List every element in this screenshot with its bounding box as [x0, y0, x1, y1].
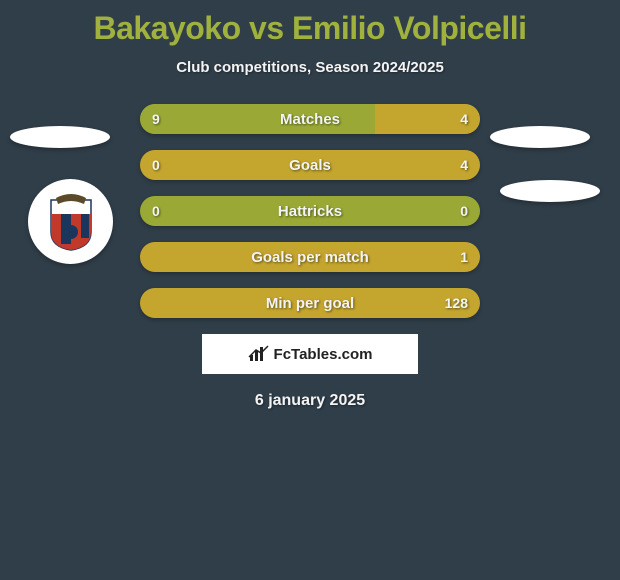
chart-icon [248, 345, 270, 363]
stat-label: Goals [140, 150, 480, 180]
page-title: Bakayoko vs Emilio Volpicelli [0, 0, 620, 47]
stat-label: Matches [140, 104, 480, 134]
crest-svg [46, 192, 96, 252]
stat-label: Min per goal [140, 288, 480, 318]
stat-row-hattricks: 00Hattricks [140, 196, 480, 226]
watermark-text: FcTables.com [274, 346, 373, 363]
stat-label: Goals per match [140, 242, 480, 272]
placeholder-badge-top-left [10, 126, 110, 148]
stat-row-goals-per-match: 1Goals per match [140, 242, 480, 272]
watermark: FcTables.com [202, 334, 418, 374]
stat-row-min-per-goal: 128Min per goal [140, 288, 480, 318]
stat-label: Hattricks [140, 196, 480, 226]
stat-row-goals: 04Goals [140, 150, 480, 180]
page-subtitle: Club competitions, Season 2024/2025 [0, 59, 620, 76]
placeholder-badge-top-right [490, 126, 590, 148]
stat-row-matches: 94Matches [140, 104, 480, 134]
date-text: 6 january 2025 [0, 392, 620, 410]
team-crest-left [28, 179, 113, 264]
placeholder-badge-right-2 [500, 180, 600, 202]
